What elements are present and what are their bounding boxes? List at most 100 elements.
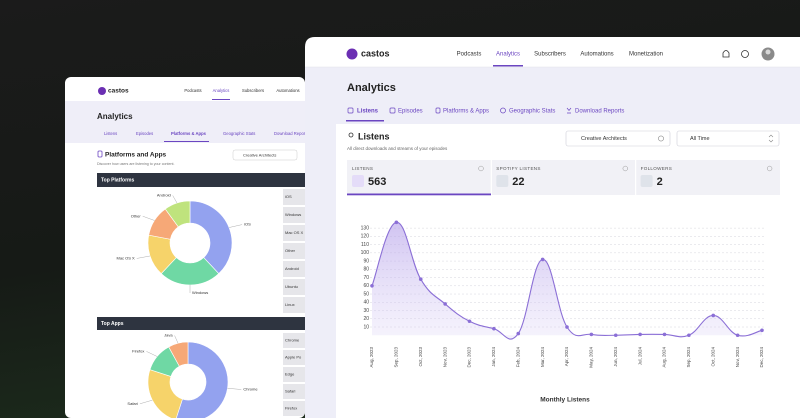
- back-podcast-select[interactable]: [232, 149, 298, 161]
- stat-strip: [347, 160, 780, 195]
- leader-line: [172, 195, 178, 204]
- x-tick-label: Dec, 2023: [467, 347, 472, 368]
- line-area: [372, 222, 762, 340]
- back-nav-item[interactable]: Automations: [276, 88, 299, 93]
- y-tick-label: 90: [363, 258, 369, 264]
- podcast-select-label: Creative Architects: [581, 136, 627, 142]
- back-nav-item[interactable]: Subscribers: [242, 88, 264, 93]
- y-tick-label: 60: [363, 283, 369, 289]
- platforms-bar: [97, 173, 305, 187]
- list-label: Edge: [285, 372, 295, 377]
- nav-underline: [493, 65, 523, 67]
- list-row: [283, 367, 305, 382]
- back-tab[interactable]: Platforms & Apps: [171, 131, 207, 136]
- tab[interactable]: Episodes: [398, 109, 423, 115]
- nav-item[interactable]: Podcasts: [457, 52, 482, 58]
- nav-item[interactable]: Automations: [580, 52, 613, 58]
- back-tab[interactable]: Episodes: [136, 131, 153, 136]
- apps-title: Top Apps: [101, 321, 124, 327]
- list-row: [283, 350, 305, 365]
- stat-label: LISTENS: [352, 166, 373, 171]
- bell-icon[interactable]: [722, 50, 730, 58]
- y-tick-label: 120: [361, 234, 370, 240]
- y-tick-label: 50: [363, 291, 369, 297]
- pie-slice: [164, 200, 191, 228]
- list-row: [283, 384, 305, 399]
- stat-icon: [496, 175, 509, 187]
- leader-line: [227, 388, 242, 390]
- point: [492, 326, 496, 331]
- apps-bar: [97, 317, 305, 330]
- list-label: Firefox: [285, 406, 297, 411]
- info-icon: [478, 165, 484, 172]
- nav-item[interactable]: Monetization: [629, 52, 663, 58]
- x-tick-label: Jul, 2024: [637, 347, 642, 366]
- back-tab[interactable]: Geographic Stats: [223, 131, 255, 136]
- back-section-subtitle: Discover how users are listening to your…: [97, 162, 175, 166]
- range-select[interactable]: [676, 130, 780, 147]
- back-tab-underline: [164, 141, 209, 142]
- x-tick-label: May, 2024: [589, 347, 594, 368]
- x-tick-label: Aug, 2023: [369, 347, 374, 368]
- x-tick-label: Oct, 2024: [710, 347, 715, 367]
- point: [467, 319, 472, 324]
- point: [687, 333, 691, 338]
- x-tick-label: Dec, 2024: [759, 347, 764, 368]
- tab[interactable]: Download Reports: [575, 109, 624, 115]
- x-tick-label: Oct, 2023: [418, 347, 423, 367]
- nav-item[interactable]: Subscribers: [534, 52, 566, 58]
- back-tab[interactable]: Download Reports: [274, 131, 308, 136]
- stat-cards: LISTENS 563 SPOTIFY LISTENS 22 FOLLOWERS 2: [352, 160, 773, 195]
- x-tick-label: Nov, 2023: [442, 347, 447, 368]
- point: [711, 313, 716, 318]
- stat-value: 22: [512, 176, 524, 188]
- leader-line: [139, 399, 153, 404]
- x-tick-label: Sep, 2024: [686, 347, 691, 368]
- list-row: [283, 225, 305, 241]
- globe-icon[interactable]: [741, 50, 749, 58]
- point: [418, 277, 423, 282]
- stat-label: SPOTIFY LISTENS: [496, 166, 541, 171]
- back-section-title: Platforms and Apps: [105, 152, 167, 159]
- y-tick-label: 30: [363, 308, 369, 314]
- podcast-select[interactable]: [565, 130, 671, 147]
- stat-underline: [347, 193, 491, 196]
- back-nav-item[interactable]: Analytics: [213, 88, 230, 93]
- tab-icon: [566, 107, 572, 114]
- list-label: Windows: [285, 212, 301, 217]
- list-label: Chrome: [285, 338, 300, 343]
- stat-icon: [640, 175, 653, 187]
- stat-label: FOLLOWERS: [641, 166, 673, 171]
- slice-label: iOS: [244, 222, 251, 227]
- listens-icon: [348, 132, 354, 138]
- stat-value: 2: [657, 176, 663, 188]
- section-title: Listens: [358, 131, 390, 141]
- tab[interactable]: Listens: [357, 109, 379, 115]
- list-row: [283, 297, 305, 313]
- back-nav-item[interactable]: Podcasts: [184, 88, 201, 93]
- tab-underline: [346, 120, 384, 122]
- tab[interactable]: Platforms & Apps: [443, 109, 489, 115]
- point: [394, 220, 399, 225]
- list-row: [283, 189, 305, 205]
- y-tick-label: 130: [361, 225, 370, 231]
- list-label: Android: [285, 266, 299, 271]
- tab-icon: [389, 107, 396, 114]
- tab-icon: [435, 107, 441, 114]
- logo-mark: [346, 48, 358, 60]
- x-tick-label: Nov, 2024: [735, 347, 740, 368]
- x-tick-label: Feb, 2024: [515, 347, 520, 368]
- leader-line: [142, 216, 155, 221]
- front-window: castos Podcasts Analytics Subscribers Au…: [305, 37, 800, 418]
- y-tick-label: 20: [363, 316, 369, 322]
- tab[interactable]: Geographic Stats: [509, 109, 555, 115]
- slice-label: Java: [164, 333, 173, 338]
- clear-icon[interactable]: [658, 135, 664, 142]
- list-label: Apple Po: [285, 355, 302, 360]
- back-tab[interactable]: Listens: [104, 131, 117, 136]
- nav-item[interactable]: Analytics: [496, 52, 520, 58]
- leader-line: [146, 351, 158, 357]
- point: [760, 328, 764, 333]
